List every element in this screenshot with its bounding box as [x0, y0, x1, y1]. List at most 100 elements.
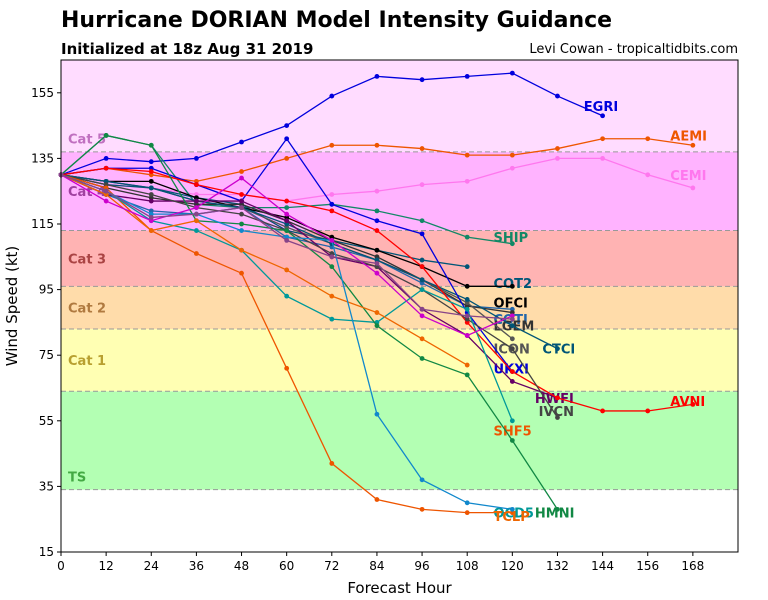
data-point — [284, 267, 290, 273]
x-axis-label: Forecast Hour — [347, 579, 452, 597]
data-point — [239, 211, 244, 217]
data-point — [464, 316, 470, 322]
series-line — [60, 174, 559, 418]
data-point — [103, 185, 109, 191]
series-label: SHIP — [494, 231, 529, 246]
data-point — [464, 178, 470, 184]
data-point — [464, 306, 470, 312]
data-point — [690, 142, 696, 148]
data-point — [555, 395, 560, 401]
x-tick-label: 96 — [414, 559, 429, 573]
x-tick-label: 0 — [57, 559, 65, 573]
data-point — [194, 198, 199, 204]
x-tick-label: 144 — [591, 559, 614, 573]
data-point — [419, 77, 425, 83]
series-label: TCLP — [494, 510, 530, 525]
data-point — [419, 264, 425, 270]
y-tick-label: 115 — [31, 217, 54, 231]
data-point — [555, 146, 560, 151]
data-point — [464, 320, 470, 325]
y-tick-label: 35 — [39, 479, 54, 493]
data-point — [600, 156, 605, 161]
data-point — [374, 254, 380, 260]
data-point — [284, 293, 290, 299]
series-line — [60, 174, 558, 350]
data-point — [419, 257, 425, 263]
series-label: IVCN — [539, 405, 574, 420]
band-label: TS — [68, 471, 86, 486]
x-tick-label: 84 — [369, 559, 384, 573]
data-point — [194, 218, 199, 224]
data-point — [194, 192, 199, 197]
data-point — [239, 201, 244, 207]
data-point — [284, 205, 290, 211]
data-point — [464, 74, 470, 79]
data-point — [194, 178, 199, 184]
band-cat-1 — [61, 328, 738, 392]
data-point — [103, 156, 109, 161]
series-label: CTCI — [542, 343, 575, 358]
data-point — [600, 408, 605, 414]
series-aemi: AEMI — [58, 129, 707, 184]
y-tick-label: 135 — [31, 151, 54, 165]
data-point — [509, 506, 515, 512]
data-point — [645, 172, 651, 178]
x-tick-label: 60 — [279, 559, 294, 573]
data-point — [464, 362, 470, 368]
data-point — [690, 185, 696, 191]
data-point — [194, 205, 199, 211]
band-cat-2 — [61, 286, 738, 329]
data-point — [148, 198, 154, 204]
data-point — [464, 264, 470, 270]
data-point — [374, 142, 380, 148]
data-point — [464, 313, 470, 319]
y-tick-label: 15 — [39, 545, 54, 559]
data-point — [103, 198, 109, 204]
data-point — [419, 506, 425, 512]
data-point — [555, 156, 560, 161]
data-point — [194, 251, 199, 256]
data-point — [194, 156, 199, 161]
data-point — [374, 323, 380, 329]
band-label: Cat 1 — [68, 354, 106, 369]
data-point — [509, 438, 515, 443]
data-point — [464, 234, 470, 240]
data-point — [194, 195, 199, 201]
data-point — [419, 356, 425, 361]
data-point — [194, 201, 199, 207]
data-point — [419, 231, 425, 237]
data-point — [464, 500, 470, 506]
data-point — [600, 136, 605, 142]
data-point — [239, 139, 244, 145]
data-point — [103, 182, 109, 188]
data-point — [148, 228, 154, 233]
data-point — [464, 510, 470, 516]
data-point — [374, 260, 380, 266]
data-point — [148, 169, 154, 174]
band-ts — [61, 391, 738, 490]
data-point — [329, 264, 335, 270]
data-point — [509, 336, 515, 342]
data-point — [148, 218, 154, 224]
data-point — [464, 283, 470, 289]
data-point — [284, 215, 290, 220]
band-cat-5 — [61, 60, 738, 152]
data-point — [464, 297, 470, 302]
data-point — [148, 195, 154, 201]
data-point — [239, 270, 244, 276]
data-point — [600, 113, 605, 119]
series-label: AEMI — [670, 129, 707, 144]
data-point — [329, 93, 335, 99]
data-point — [148, 178, 154, 184]
band-label: Cat 4 — [68, 185, 106, 200]
data-point — [374, 270, 380, 276]
plot-frame — [60, 59, 739, 553]
data-point — [194, 211, 199, 217]
series-label: OCD5 — [494, 507, 534, 522]
x-tick-label: 108 — [456, 559, 479, 573]
chart-subtitle: Initialized at 18z Aug 31 2019 — [61, 40, 314, 58]
data-point — [509, 283, 515, 289]
data-point — [239, 228, 244, 233]
